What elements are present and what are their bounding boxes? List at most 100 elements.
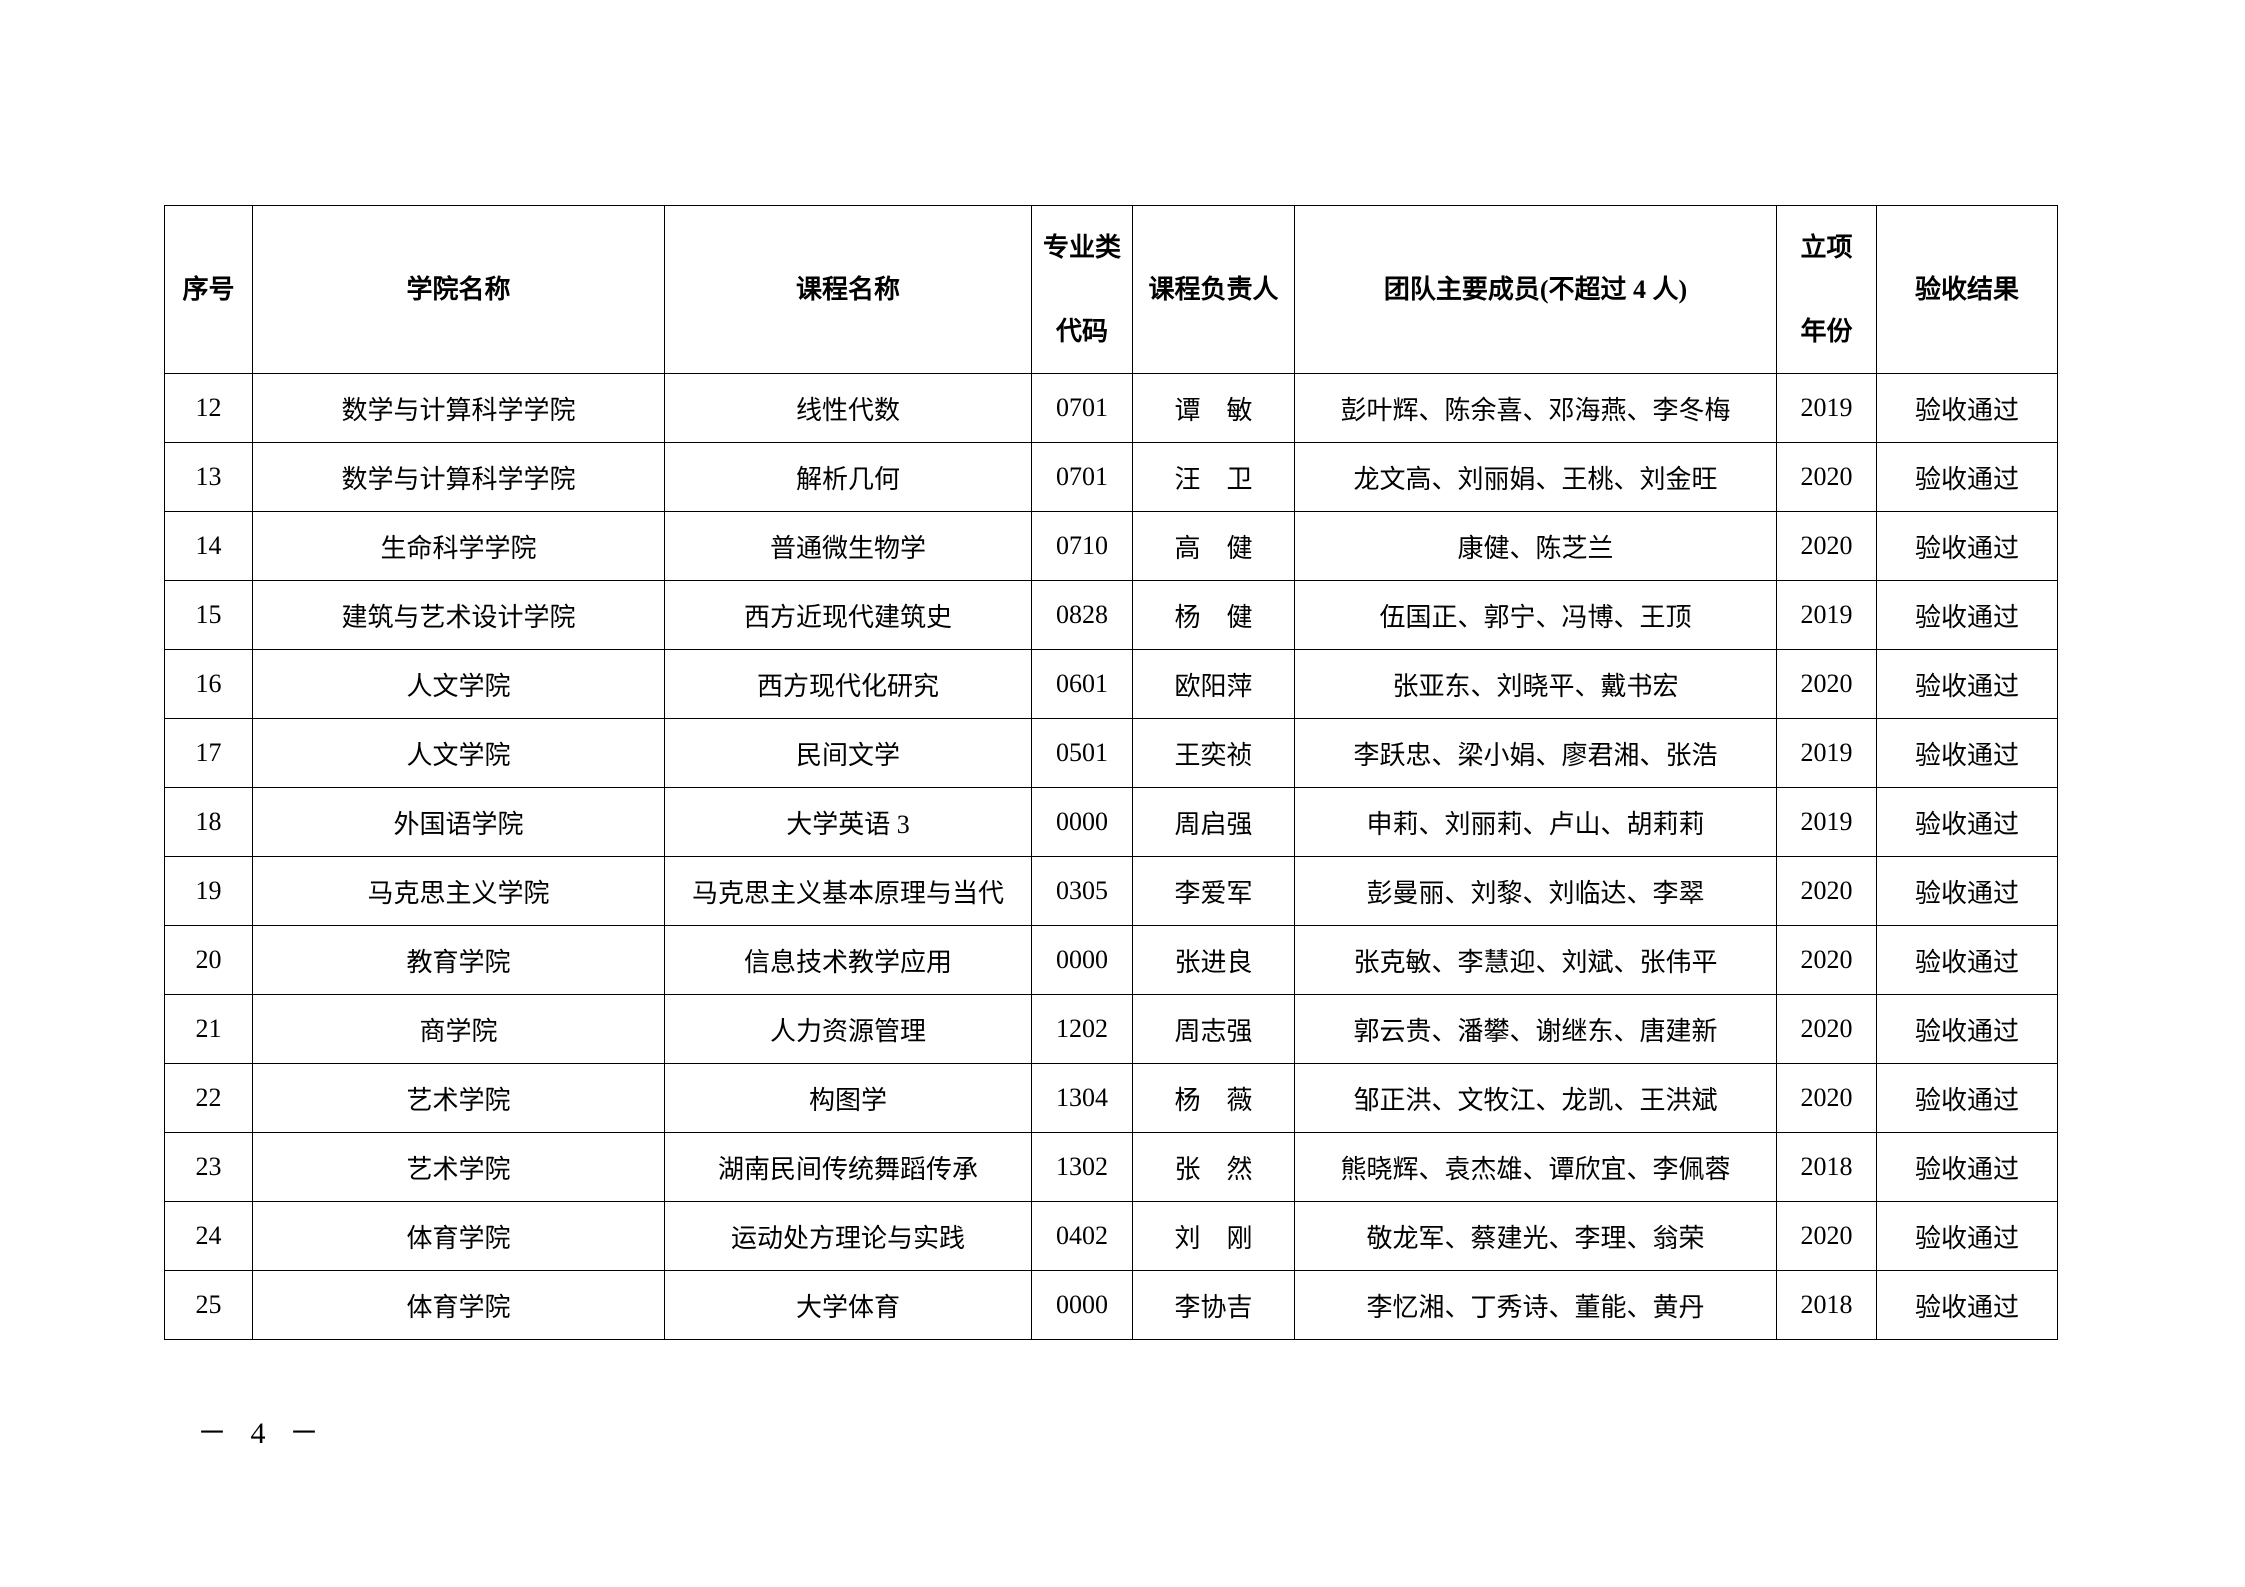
cell-course: 构图学: [664, 1063, 1032, 1133]
cell-members: 李忆湘、丁秀诗、董能、黄丹: [1294, 1270, 1777, 1340]
cell-seq: 25: [164, 1270, 253, 1340]
cell-year: 2020: [1776, 649, 1877, 719]
cell-year: 2020: [1776, 994, 1877, 1064]
cell-year: 2018: [1776, 1270, 1877, 1340]
table-row: 21 商学院 人力资源管理 1202 周志强 郭云贵、潘攀、谢继东、唐建新 2020 验收通过: [164, 994, 2058, 1064]
table-row: 17 人文学院 民间文学 0501 王奕祯 李跃忠、梁小娟、廖君湘、张浩 2019 验收通过: [164, 718, 2058, 788]
cell-seq: 12: [164, 373, 253, 443]
cell-members: 张克敏、李慧迎、刘斌、张伟平: [1294, 925, 1777, 995]
cell-college: 人文学院: [252, 718, 665, 788]
course-acceptance-table: 序号 学院名称 课程名称 专业类 代码 课程负责人 团队主要成员(不超过 4 人…: [164, 205, 2058, 1340]
header-year-line1: 立项: [1800, 232, 1853, 262]
header-result: 验收结果: [1876, 205, 2058, 374]
header-row: 序号 学院名称 课程名称 专业类 代码 课程负责人 团队主要成员(不超过 4 人…: [164, 205, 2058, 374]
cell-year: 2019: [1776, 580, 1877, 650]
cell-code: 0000: [1031, 787, 1133, 857]
cell-leader: 李爱军: [1132, 856, 1295, 926]
cell-members: 康健、陈芝兰: [1294, 511, 1777, 581]
cell-college: 人文学院: [252, 649, 665, 719]
cell-code: 0701: [1031, 373, 1133, 443]
table-row: 15 建筑与艺术设计学院 西方近现代建筑史 0828 杨 健伍国正、郭宁、冯博、王顶 20…: [164, 580, 2058, 650]
cell-result: 验收通过: [1876, 787, 2058, 857]
cell-college: 建筑与艺术设计学院: [252, 580, 665, 650]
cell-seq: 22: [164, 1063, 253, 1133]
header-code-line1: 专业类: [1042, 232, 1121, 262]
cell-college: 体育学院: [252, 1270, 665, 1340]
cell-year: 2020: [1776, 856, 1877, 926]
cell-course: 西方现代化研究: [664, 649, 1032, 719]
cell-code: 0402: [1031, 1201, 1133, 1271]
cell-seq: 13: [164, 442, 253, 512]
table-row: 25 体育学院 大学体育 0000 李协吉 李忆湘、丁秀诗、董能、黄丹 2018 验收通过: [164, 1270, 2058, 1340]
cell-result: 验收通过: [1876, 649, 2058, 719]
table-row: 24 体育学院 运动处方理论与实践 0402 刘 刚敬龙军、蔡建光、李理、翁荣 2020 验…: [164, 1201, 2058, 1271]
cell-result: 验收通过: [1876, 511, 2058, 581]
cell-year: 2019: [1776, 718, 1877, 788]
cell-seq: 14: [164, 511, 253, 581]
cell-year: 2020: [1776, 442, 1877, 512]
cell-seq: 23: [164, 1132, 253, 1202]
cell-leader: 刘 刚: [1132, 1201, 1295, 1271]
cell-course: 湖南民间传统舞蹈传承: [664, 1132, 1032, 1202]
cell-result: 验收通过: [1876, 1201, 2058, 1271]
cell-result: 验收通过: [1876, 718, 2058, 788]
cell-course: 西方近现代建筑史: [664, 580, 1032, 650]
table-row: 19 马克思主义学院 马克思主义基本原理与当代 0305 李爱军 彭曼丽、刘黎、刘临达、李…: [164, 856, 2058, 926]
cell-college: 教育学院: [252, 925, 665, 995]
cell-result: 验收通过: [1876, 1063, 2058, 1133]
cell-members: 敬龙军、蔡建光、李理、翁荣: [1294, 1201, 1777, 1271]
cell-code: 0000: [1031, 925, 1133, 995]
cell-code: 0701: [1031, 442, 1133, 512]
header-year: 立项 年份: [1776, 205, 1877, 374]
cell-course: 普通微生物学: [664, 511, 1032, 581]
cell-college: 艺术学院: [252, 1063, 665, 1133]
cell-college: 马克思主义学院: [252, 856, 665, 926]
cell-course: 线性代数: [664, 373, 1032, 443]
cell-college: 数学与计算科学学院: [252, 373, 665, 443]
cell-members: 彭曼丽、刘黎、刘临达、李翠: [1294, 856, 1777, 926]
table-row: 12 数学与计算科学学院 线性代数 0701 谭 敏彭叶辉、陈余喜、邓海燕、李冬梅 201…: [164, 373, 2058, 443]
cell-college: 生命科学学院: [252, 511, 665, 581]
cell-college: 艺术学院: [252, 1132, 665, 1202]
cell-leader: 周志强: [1132, 994, 1295, 1064]
cell-members: 李跃忠、梁小娟、廖君湘、张浩: [1294, 718, 1777, 788]
cell-members: 熊晓辉、袁杰雄、谭欣宜、李佩蓉: [1294, 1132, 1777, 1202]
cell-seq: 18: [164, 787, 253, 857]
cell-year: 2020: [1776, 511, 1877, 581]
header-college: 学院名称: [252, 205, 665, 374]
cell-result: 验收通过: [1876, 442, 2058, 512]
cell-code: 0501: [1031, 718, 1133, 788]
cell-leader: 杨 薇: [1132, 1063, 1295, 1133]
cell-year: 2020: [1776, 925, 1877, 995]
table-row: 14 生命科学学院 普通微生物学 0710 高 健康健、陈芝兰 2020 验收通过: [164, 511, 2058, 581]
header-members: 团队主要成员(不超过 4 人): [1294, 205, 1777, 374]
cell-course: 大学体育: [664, 1270, 1032, 1340]
cell-result: 验收通过: [1876, 856, 2058, 926]
cell-year: 2018: [1776, 1132, 1877, 1202]
cell-leader: 王奕祯: [1132, 718, 1295, 788]
cell-members: 张亚东、刘晓平、戴书宏: [1294, 649, 1777, 719]
cell-code: 0000: [1031, 1270, 1133, 1340]
cell-result: 验收通过: [1876, 994, 2058, 1064]
cell-leader: 汪 卫: [1132, 442, 1295, 512]
cell-members: 邹正洪、文牧江、龙凯、王洪斌: [1294, 1063, 1777, 1133]
header-code: 专业类 代码: [1031, 205, 1133, 374]
page-number: － 4 －: [197, 1417, 327, 1450]
cell-seq: 15: [164, 580, 253, 650]
cell-course: 人力资源管理: [664, 994, 1032, 1064]
cell-course: 信息技术教学应用: [664, 925, 1032, 995]
cell-college: 数学与计算科学学院: [252, 442, 665, 512]
header-seq: 序号: [164, 205, 253, 374]
cell-course: 运动处方理论与实践: [664, 1201, 1032, 1271]
cell-college: 体育学院: [252, 1201, 665, 1271]
cell-leader: 张 然: [1132, 1132, 1295, 1202]
cell-leader: 高 健: [1132, 511, 1295, 581]
cell-leader: 杨 健: [1132, 580, 1295, 650]
header-code-line2: 代码: [1055, 316, 1108, 346]
header-course: 课程名称: [664, 205, 1032, 374]
cell-code: 0305: [1031, 856, 1133, 926]
cell-code: 1304: [1031, 1063, 1133, 1133]
cell-course: 民间文学: [664, 718, 1032, 788]
cell-year: 2019: [1776, 787, 1877, 857]
cell-members: 彭叶辉、陈余喜、邓海燕、李冬梅: [1294, 373, 1777, 443]
